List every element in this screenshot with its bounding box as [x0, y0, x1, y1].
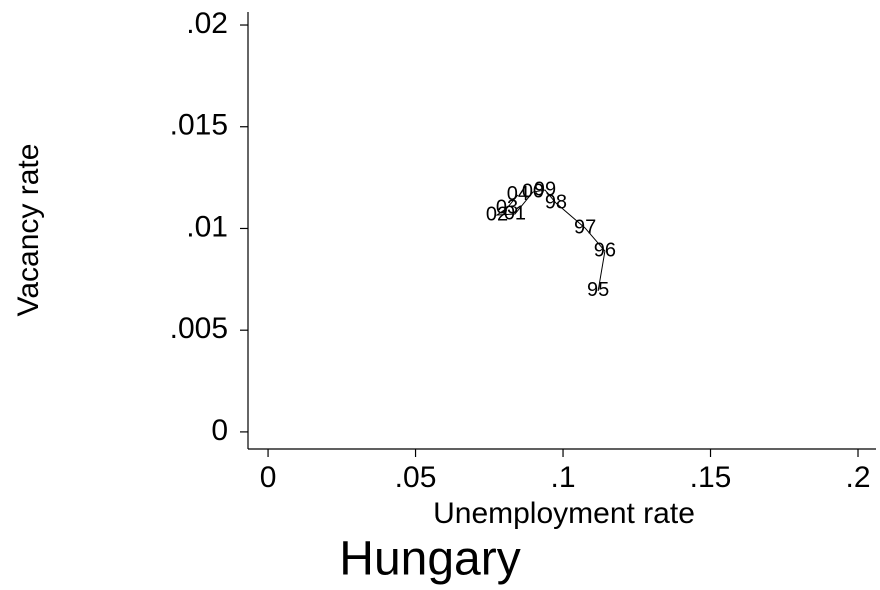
- point-label: 96: [594, 239, 616, 261]
- point-label: 95: [587, 279, 609, 301]
- y-axis-title: Vacancy rate: [12, 144, 45, 317]
- connecting-line: [495, 189, 606, 292]
- x-tick-label: .15: [690, 461, 732, 494]
- point-label: 01: [504, 202, 526, 224]
- point-label: 99: [534, 178, 556, 200]
- y-tick-label: .005: [170, 312, 228, 345]
- point-label: 02: [486, 203, 508, 225]
- x-tick-label: 0: [260, 461, 277, 494]
- point-label: 98: [545, 191, 567, 213]
- x-tick-label: .2: [845, 461, 870, 494]
- y-tick-label: 0: [211, 414, 228, 447]
- x-tick-label: .05: [395, 461, 437, 494]
- x-tick-label: .1: [551, 461, 576, 494]
- y-tick-label: .015: [170, 109, 228, 142]
- point-label: 00: [522, 180, 544, 202]
- y-tick-label: .02: [186, 7, 228, 40]
- x-axis-title: Unemployment rate: [433, 497, 695, 530]
- point-label: 03: [496, 196, 518, 218]
- y-tick-label: .01: [186, 210, 228, 243]
- chart-title: Hungary: [339, 533, 520, 586]
- point-label: 97: [574, 216, 596, 238]
- point-label: 04: [507, 183, 529, 205]
